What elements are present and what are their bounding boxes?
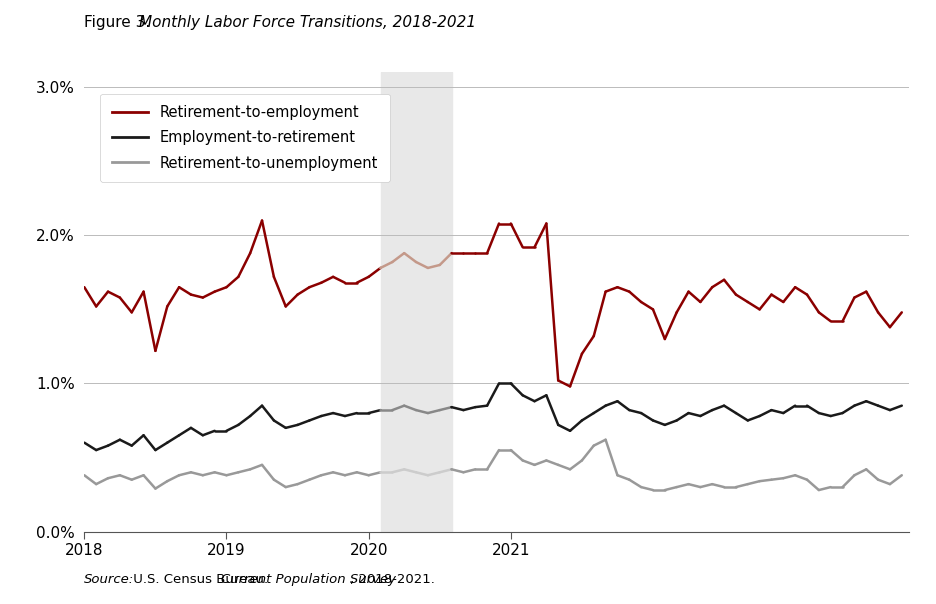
Legend: Retirement-to-employment, Employment-to-retirement, Retirement-to-unemployment: Retirement-to-employment, Employment-to-… (100, 94, 389, 182)
Text: U.S. Census Bureau.: U.S. Census Bureau. (129, 573, 272, 586)
Text: , 2018-2021.: , 2018-2021. (350, 573, 435, 586)
Bar (380, 72, 451, 532)
Text: Current Population Survey: Current Population Survey (221, 573, 396, 586)
Text: Figure 3.: Figure 3. (84, 15, 155, 30)
Text: Monthly Labor Force Transitions, 2018-2021: Monthly Labor Force Transitions, 2018-20… (139, 15, 475, 30)
Text: Source:: Source: (84, 573, 135, 586)
